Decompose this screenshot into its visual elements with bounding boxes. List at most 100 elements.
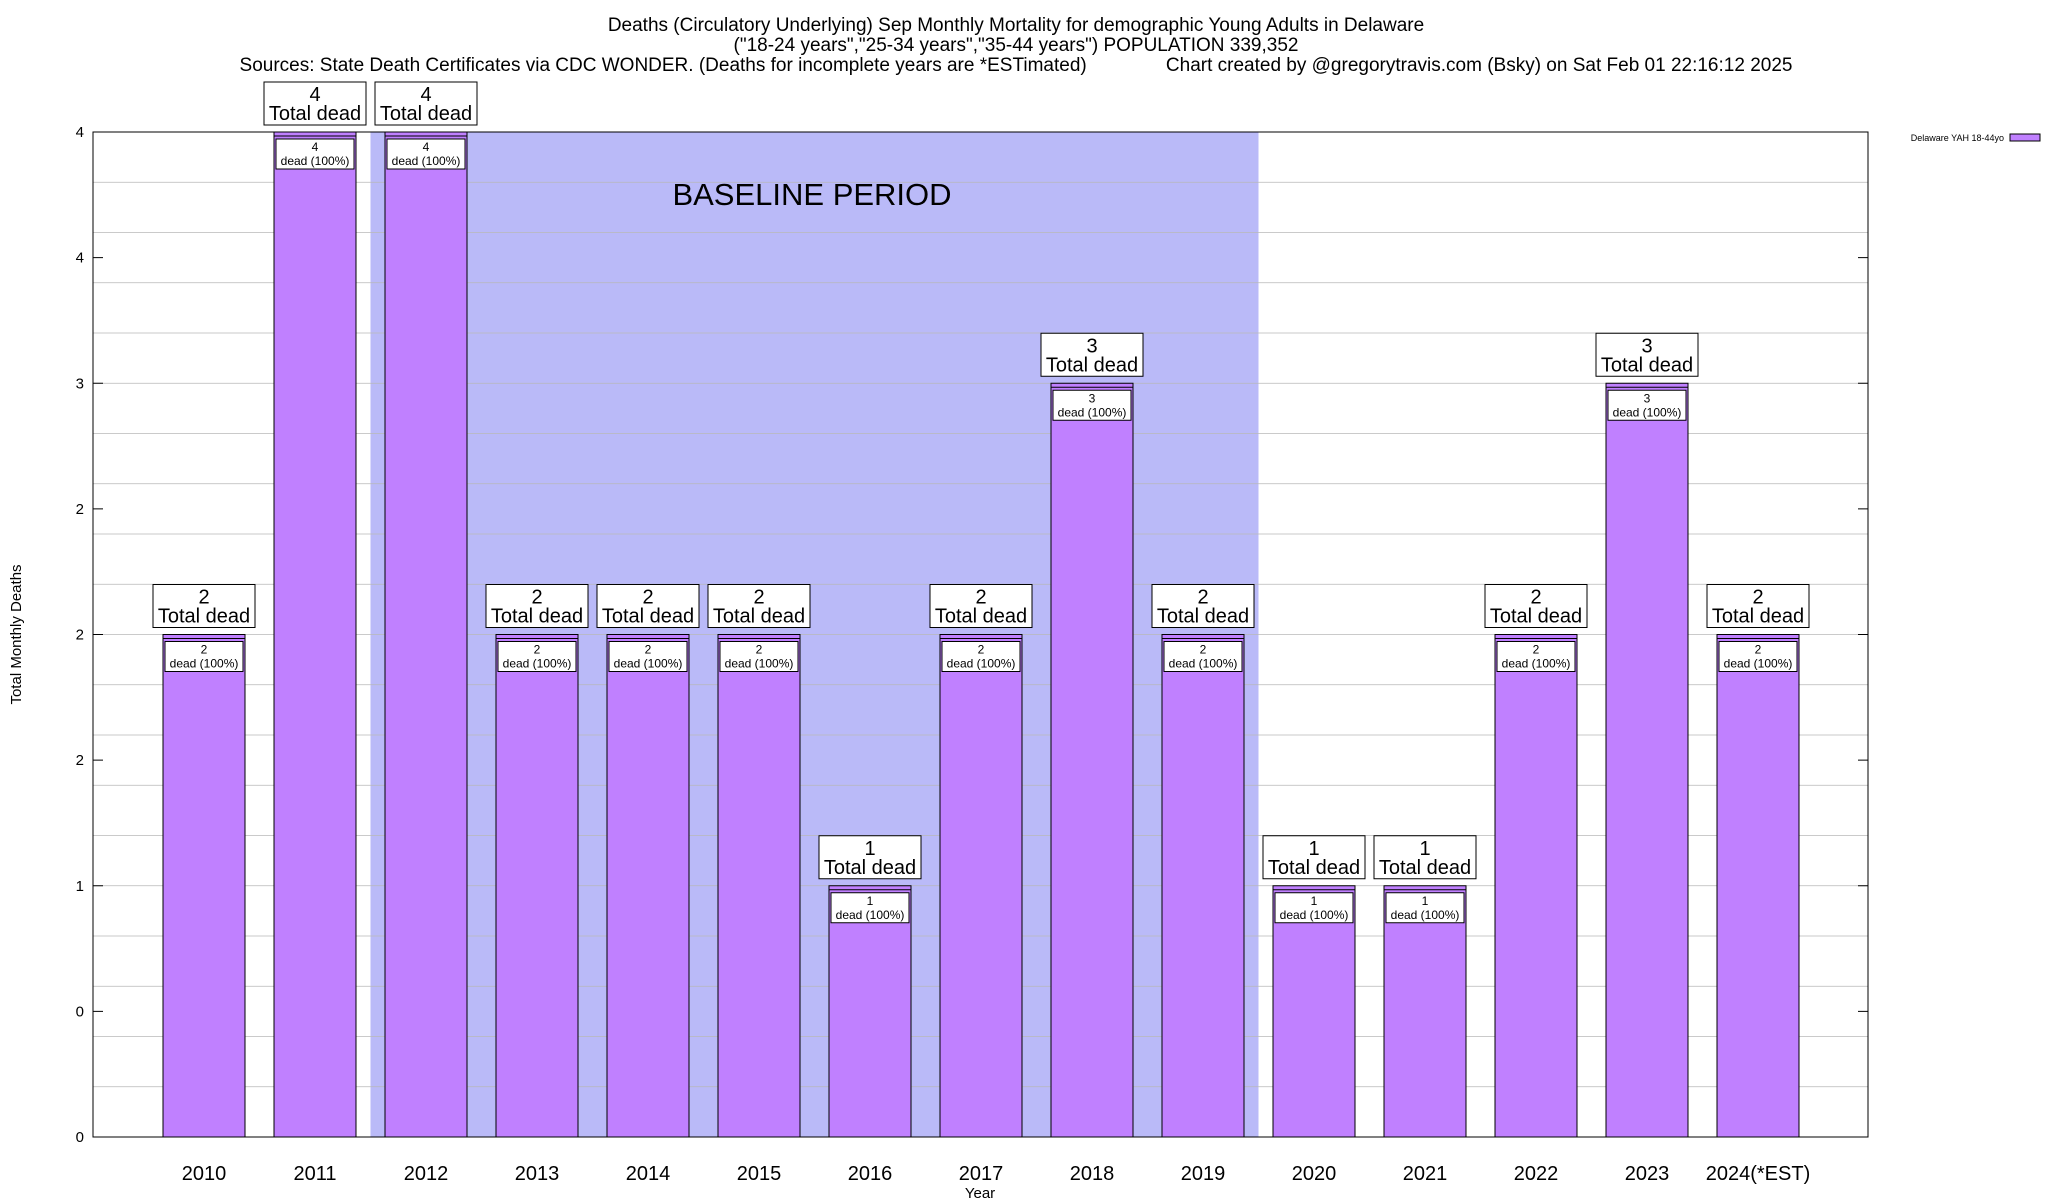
y-axis-ticks: 0 0 1 2 2 2 3 4 4 [76,124,1868,1146]
total-label-text: Total dead [1712,606,1804,628]
inner-label-text: dead (100%) [1280,908,1349,922]
inner-label-box [497,641,577,672]
x-tick-label: 2021 [1403,1163,1448,1185]
total-label-text: Total dead [1601,354,1693,376]
total-label-value: 1 [1308,838,1319,860]
inner-label-value: 2 [756,643,763,657]
total-label-box [263,81,367,126]
total-label-box [929,584,1033,628]
y-tick-label: 1 [76,878,84,895]
x-tick-label: 2013 [515,1163,560,1185]
total-label-value: 2 [975,587,986,609]
inner-label-box [941,641,1021,672]
x-tick-label: 2020 [1292,1163,1337,1185]
bar [1050,382,1134,1138]
inner-label-box [1718,641,1798,672]
y-tick-label: 2 [76,627,84,644]
x-tick-label: 2016 [848,1163,893,1185]
x-tick-label: 2022 [1514,1163,1559,1185]
y-tick-label: 3 [76,375,84,392]
total-label-value: 2 [1530,587,1541,609]
total-label-text: Total dead [1379,857,1471,879]
chart-title: Deaths (Circulatory Underlying) Sep Mont… [608,15,1424,36]
total-label-value: 2 [1197,587,1208,609]
y-tick-label: 4 [76,124,84,141]
inner-label-box [830,892,910,924]
bar [1383,885,1467,1138]
inner-label-value: 2 [1533,643,1540,657]
x-tick-label: 2024(*EST) [1706,1163,1811,1185]
y-tick-label: 2 [76,501,84,518]
chart-titles: Deaths (Circulatory Underlying) Sep Mont… [240,15,1793,76]
x-tick-label: 2019 [1181,1163,1226,1185]
inner-label-text: dead (100%) [1169,657,1238,671]
total-label-text: Total dead [824,857,916,879]
x-tick-label: 2010 [182,1163,227,1185]
inner-label-box [608,641,688,672]
inner-label-value: 2 [201,643,208,657]
inner-label-box [1607,389,1687,421]
inner-label-text: dead (100%) [1058,405,1127,419]
total-label-box [1040,332,1144,377]
total-label-value: 2 [198,587,209,609]
inner-label-value: 2 [534,643,541,657]
total-label-box [707,584,811,628]
total-label-text: Total dead [491,606,583,628]
y-tick-label: 2 [76,752,84,769]
inner-label-value: 3 [1089,391,1096,405]
total-label-text: Total dead [713,606,805,628]
baseline-label: BASELINE PERIOD [672,177,951,212]
inner-label-value: 2 [1200,643,1207,657]
total-label-value: 1 [1419,838,1430,860]
legend: Delaware YAH 18-44yo [1911,133,2041,143]
total-label-text: Total dead [1046,354,1138,376]
bar [606,634,690,1138]
bar [828,885,912,1138]
inner-label-box [719,641,799,672]
inner-label-value: 2 [645,643,652,657]
total-label-box [1595,332,1699,377]
inner-label-value: 1 [1422,894,1429,908]
bar [1605,382,1689,1138]
x-tick-label: 2017 [959,1163,1004,1185]
x-tick-label: 2011 [293,1163,336,1185]
x-axis-ticks: 2010 2011 2012 2013 2014 2015 2016 2017 2018 2019… [182,1163,1811,1185]
bar [939,634,1023,1138]
inner-label-value: 4 [423,140,430,154]
inner-label-box [1274,892,1354,924]
inner-label-text: dead (100%) [392,154,461,168]
total-label-text: Total dead [158,606,250,628]
x-axis-title: Year [965,1185,995,1200]
total-label-box [1151,584,1255,628]
x-tick-label: 2018 [1070,1163,1115,1185]
inner-label-text: dead (100%) [947,657,1016,671]
total-label-text: Total dead [1268,857,1360,879]
inner-label-value: 3 [1644,391,1651,405]
inner-label-box [1052,389,1132,421]
inner-label-text: dead (100%) [836,908,905,922]
chart-subtitle: ("18-24 years","25-34 years","35-44 year… [734,35,1299,56]
bar [1161,634,1245,1138]
total-label-value: 4 [309,84,320,106]
total-label-value: 2 [1752,587,1763,609]
inner-label-box [275,138,355,170]
bar [162,634,246,1138]
bar [717,634,801,1138]
total-label-text: Total dead [1157,606,1249,628]
inner-label-box [164,641,244,672]
inner-label-text: dead (100%) [170,657,239,671]
total-label-box [1706,584,1810,628]
total-label-text: Total dead [380,103,472,125]
total-label-value: 2 [531,587,542,609]
inner-label-value: 2 [1755,643,1762,657]
total-label-value: 2 [753,587,764,609]
total-label-text: Total dead [935,606,1027,628]
bar [1716,634,1800,1138]
inner-label-box [386,138,466,170]
inner-label-text: dead (100%) [614,657,683,671]
inner-label-box [1385,892,1465,924]
legend-swatch [2009,133,2041,142]
total-label-box [818,835,922,880]
total-label-text: Total dead [269,103,361,125]
